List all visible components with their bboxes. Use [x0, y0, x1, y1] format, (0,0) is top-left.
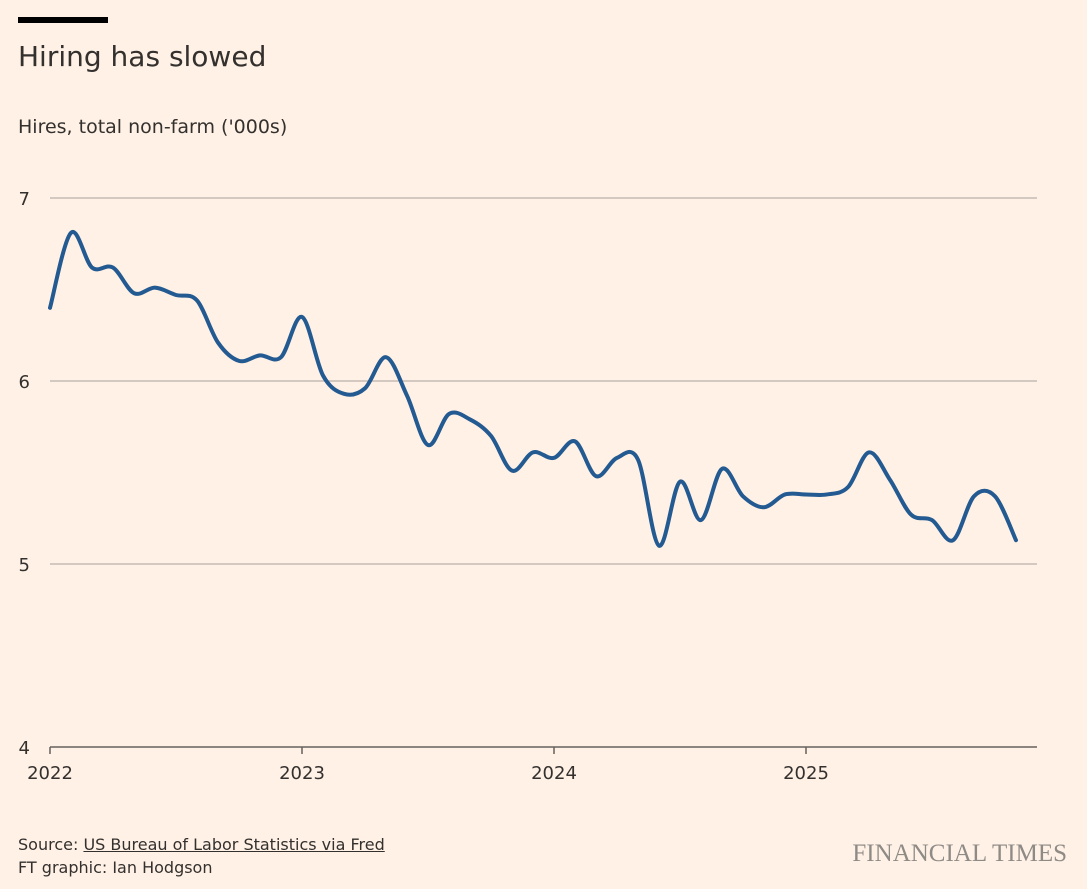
source-block: Source: US Bureau of Labor Statistics vi… [18, 833, 385, 879]
x-tick-label: 2022 [27, 763, 73, 784]
hires-line [48, 230, 1018, 548]
ft-top-bar [18, 17, 108, 23]
source-link[interactable]: US Bureau of Labor Statistics via Fred [83, 835, 385, 854]
ft-logo: FINANCIAL TIMES [852, 840, 1067, 867]
x-tick-label: 2025 [783, 763, 829, 784]
credit: FT graphic: Ian Hodgson [18, 858, 213, 877]
source-label: Source: [18, 835, 84, 854]
y-tick-label: 7 [19, 189, 30, 210]
y-tick-label: 6 [19, 372, 30, 393]
x-tick-label: 2023 [279, 763, 325, 784]
y-tick-label: 4 [19, 738, 30, 759]
x-tick-label: 2024 [531, 763, 577, 784]
chart-subtitle: Hires, total non-farm ('000s) [18, 116, 288, 138]
chart-title: Hiring has slowed [18, 40, 267, 73]
y-tick-label: 5 [19, 555, 30, 576]
